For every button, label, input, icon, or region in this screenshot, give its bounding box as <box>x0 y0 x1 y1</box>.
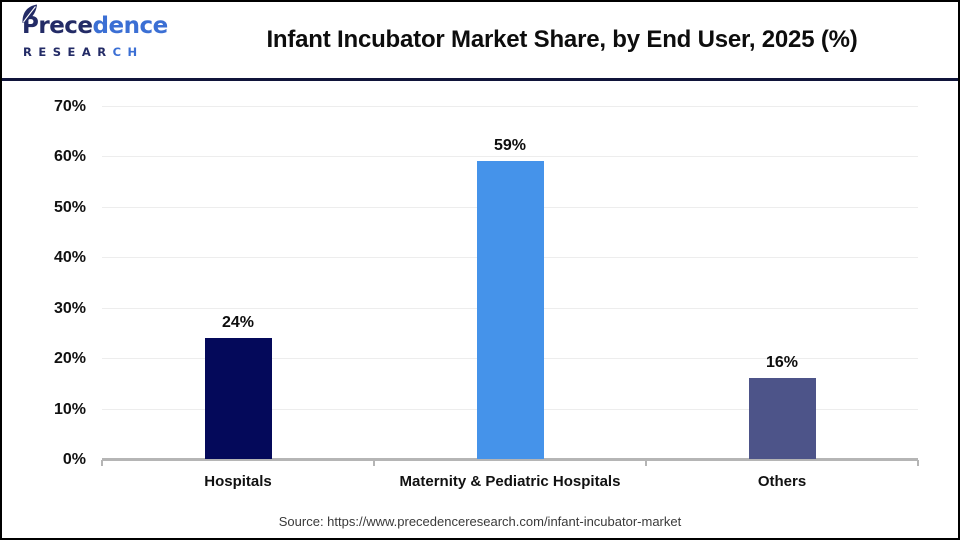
y-axis-label: 20% <box>53 350 86 368</box>
x-axis-tick <box>373 460 375 466</box>
header: Precedence RESEARCH Infant Incubator Mar… <box>2 2 958 78</box>
y-axis-label: 60% <box>53 148 86 166</box>
y-axis-label: 0% <box>62 451 86 468</box>
y-axis-label: 10% <box>53 400 86 418</box>
source-text: Source: https://www.precedenceresearch.c… <box>278 514 682 529</box>
gridline <box>102 156 918 158</box>
x-axis-label: Maternity & Pediatric Hospitals <box>399 473 621 490</box>
brand-name-dark: Prece <box>22 13 93 39</box>
brand-logo: Precedence RESEARCH <box>20 4 180 71</box>
chart-area: 24% 59% 16% Source: https://www.precedence… <box>2 81 958 538</box>
leaf-icon <box>22 4 37 23</box>
x-axis-tick <box>917 460 919 466</box>
brand-subtitle: RESEARCH <box>20 43 180 61</box>
brand-subtitle-dark: RESEAR <box>23 45 113 59</box>
bar-value-label: 59% <box>493 137 527 155</box>
gridline <box>102 106 918 107</box>
x-axis-label: Others <box>757 473 807 490</box>
x-axis-tick <box>645 460 647 466</box>
bar-value-label: 24% <box>221 313 255 331</box>
y-axis-label: 40% <box>53 249 86 267</box>
bar-hospitals <box>204 337 272 459</box>
x-axis-label: Hospitals <box>204 473 272 490</box>
plot-area: 24% 59% 16% <box>101 106 919 466</box>
bar-value-label: 16% <box>765 354 799 372</box>
brand-subtitle-blue: CH <box>112 45 144 59</box>
x-axis-line <box>102 458 918 461</box>
brand-name-blue: dence <box>92 13 169 39</box>
y-axis-label: 50% <box>53 198 86 216</box>
y-axis-label: 70% <box>53 98 86 115</box>
bar-others <box>748 378 816 459</box>
x-axis-tick <box>101 460 103 466</box>
brand-name: Precedence <box>20 4 180 41</box>
y-axis-label: 30% <box>53 299 86 317</box>
bar-maternity-pediatric-hospitals <box>476 161 544 459</box>
header-divider <box>2 78 958 81</box>
chart-title: Infant Incubator Market Share, by End Us… <box>266 26 858 53</box>
